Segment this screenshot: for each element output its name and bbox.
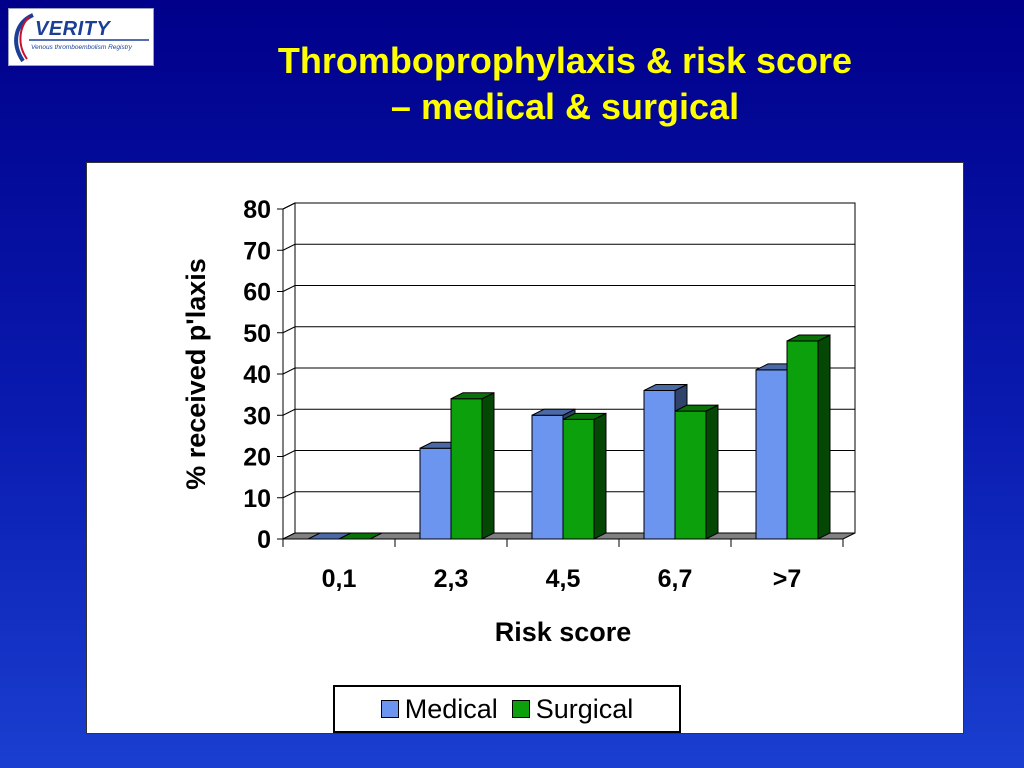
gridline-side (282, 450, 296, 457)
chart-panel: 0 10 20 30 40 50 60 70 80 0,1 2,3 4,5 6,7 >7 Risk scor… (86, 162, 964, 734)
bar-top-medical (643, 384, 688, 391)
slide-title-line-1: Thromboprophylaxis & risk score (277, 40, 853, 81)
bar-medical (531, 414, 564, 540)
y-tick-label: 80 (243, 196, 271, 224)
y-tick-label: 50 (243, 320, 271, 348)
bar-medical (643, 390, 676, 540)
logo-swoosh-icon (14, 13, 149, 63)
x-axis-label: Risk score (495, 617, 632, 647)
bar-side-surgical (593, 412, 607, 540)
y-tick-label: 20 (243, 444, 271, 472)
y-tick-label: 60 (243, 279, 271, 307)
legend-label-medical: Medical (404, 693, 498, 724)
y-tick-label: 30 (243, 402, 271, 430)
gridline-side (282, 285, 296, 292)
bar-top-surgical (786, 334, 831, 342)
y-tick-label: 70 (243, 237, 271, 265)
y-tick-label: 40 (243, 361, 271, 389)
gridline-side (282, 408, 296, 416)
bar-side-surgical (817, 334, 831, 540)
logo-wordmark: VERITY (35, 18, 111, 40)
chart-legend: Medical Surgical (333, 685, 681, 733)
y-axis-label: % received p'laxis (181, 258, 211, 490)
bar-surgical (562, 418, 595, 540)
bar-chart: 0 10 20 30 40 50 60 70 80 0,1 2,3 4,5 6,7 >7 Risk scor… (181, 196, 856, 647)
slide-title-line-2: – medical & surgical (390, 86, 740, 127)
legend-item-surgical: Surgical (511, 693, 634, 725)
x-tick-label: 4,5 (546, 565, 581, 593)
x-tick-label: 6,7 (658, 565, 693, 593)
y-tick-label: 10 (243, 485, 271, 513)
legend-swatch-surgical (511, 700, 530, 718)
legend-label-surgical: Surgical (535, 693, 634, 724)
verity-logo: VERITY Venous thromboembolism Registry (8, 8, 154, 66)
gridline-side (282, 202, 296, 210)
bar-surgical (674, 410, 707, 540)
x-tick-label: >7 (773, 565, 802, 593)
bar-medical (755, 369, 788, 540)
bar-top-surgical (674, 404, 719, 412)
logo-tagline: Venous thromboembolism Registry (31, 44, 132, 51)
bar-top-surgical (562, 412, 607, 420)
bar-medical (419, 447, 452, 540)
gridline-side (282, 243, 296, 251)
y-tick-label: 0 (257, 526, 271, 554)
legend-item-medical: Medical (380, 693, 498, 725)
bar-side-surgical (481, 391, 495, 540)
gridline-side (282, 326, 296, 334)
x-tick-label: 0,1 (322, 565, 357, 593)
bar-top-surgical (450, 392, 495, 400)
bar-top-medical (531, 408, 576, 416)
slide-title: Thromboprophylaxis & risk score – medica… (160, 38, 970, 130)
bar-surgical (450, 398, 483, 540)
x-tick-label: 2,3 (434, 565, 469, 593)
bar-surgical (786, 340, 819, 540)
gridline-side (282, 367, 296, 375)
bar-top-surgical (338, 532, 383, 540)
bar-side-surgical (705, 404, 719, 540)
gridline-side (282, 491, 296, 499)
legend-swatch-medical (380, 700, 399, 718)
